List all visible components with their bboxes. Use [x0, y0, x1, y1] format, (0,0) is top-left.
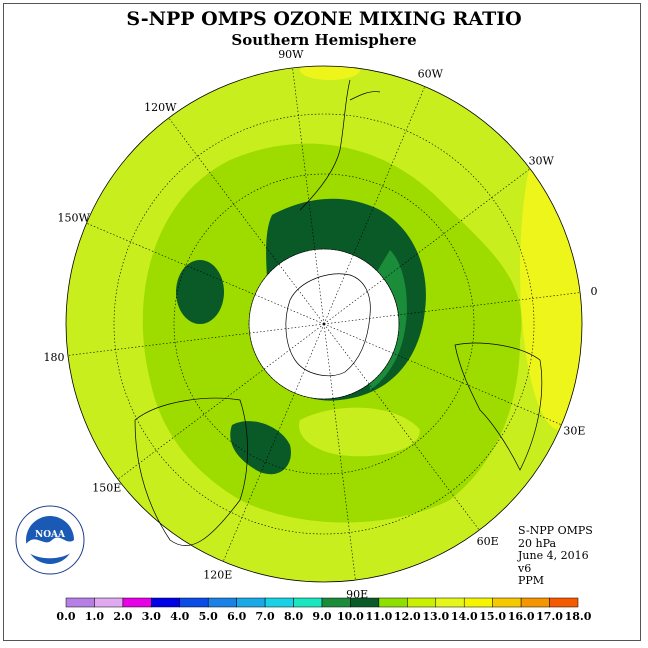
longitude-label: 90E — [346, 588, 368, 601]
colorbar-label: 16.0 — [508, 610, 535, 623]
colorbar-label: 13.0 — [422, 610, 449, 623]
colorbar-swatch — [435, 597, 465, 608]
info-units: PPM — [518, 574, 545, 587]
latitude-circle-2 — [113, 113, 535, 535]
meridian-5 — [323, 323, 480, 531]
meridian-7 — [222, 323, 325, 562]
info-instrument: S-NPP OMPS — [518, 524, 593, 537]
colorbar-label: 10.0 — [337, 610, 364, 623]
noaa-logo-text: NOAA — [35, 530, 66, 540]
colorbar-swatch — [492, 597, 522, 608]
colorbar-swatch — [293, 597, 323, 608]
colorbar-label: 15.0 — [479, 610, 506, 623]
colorbar-label: 3.0 — [142, 610, 161, 623]
meridian-4 — [323, 323, 562, 426]
colorbar-swatch — [321, 597, 351, 608]
meridian-8 — [117, 323, 325, 480]
colorbar-label: 8.0 — [284, 610, 303, 623]
field-12-13-north — [300, 66, 360, 80]
colorbar-label: 4.0 — [170, 610, 189, 623]
longitude-label: 60W — [418, 68, 444, 81]
longitude-label: 30E — [563, 424, 585, 437]
colorbar-swatch — [463, 597, 493, 608]
colorbar-swatch — [520, 597, 550, 608]
info-version: v6 — [518, 561, 532, 575]
map-boundary — [65, 65, 583, 583]
colorbar-swatch — [207, 597, 237, 608]
colorbar-label: 11.0 — [365, 610, 392, 623]
meridian-11 — [168, 117, 325, 325]
info-level: 20 hPa — [518, 536, 557, 550]
colorbar-label: 9.0 — [312, 610, 331, 623]
meridian-10 — [86, 222, 325, 325]
latitude-circle-0 — [248, 248, 400, 400]
colorbar-label: 6.0 — [227, 610, 246, 623]
info-date: June 4, 2016 — [518, 549, 589, 562]
graticule — [67, 67, 581, 581]
colorbar-swatch — [236, 597, 266, 608]
colorbar-swatch — [65, 597, 95, 608]
colorbar-swatch — [549, 597, 579, 608]
longitude-label: 90W — [278, 48, 304, 61]
colorbar-label: 17.0 — [536, 610, 563, 623]
meridian-9 — [67, 323, 325, 356]
field-9-10-south — [230, 421, 291, 475]
colorbar-label: 14.0 — [451, 610, 478, 623]
longitude-labels: 90W 60W 30W 0 30E 60E 90E 120E 150E 180 150W 120W — [44, 48, 598, 601]
colorbar-swatch — [151, 597, 181, 608]
colorbar-swatch — [264, 597, 294, 608]
longitude-label: 30W — [529, 154, 555, 167]
meridian-0 — [292, 67, 325, 325]
colorbar-swatch — [179, 597, 209, 608]
antarctica-coast — [285, 273, 371, 377]
colorbar-swatch — [407, 597, 437, 608]
map-title: S-NPP OMPS OZONE MIXING RATIO — [126, 8, 522, 30]
coastline-south-america — [299, 79, 381, 211]
longitude-label: 120E — [203, 568, 232, 581]
longitude-label: 120W — [144, 101, 177, 114]
colorbar-swatch — [94, 597, 124, 608]
meridian-6 — [323, 323, 356, 581]
meridian-3 — [323, 292, 581, 325]
longitude-label: 150E — [92, 482, 121, 495]
colorbar-swatch — [122, 597, 152, 608]
colorbar-swatch — [378, 597, 408, 608]
field-11-12-inner — [299, 407, 420, 457]
longitude-label: 180 — [44, 351, 65, 364]
longitude-label: 0 — [590, 285, 597, 298]
coastline-australia — [134, 397, 248, 546]
colorbar-label: 5.0 — [199, 610, 218, 623]
info-block: S-NPP OMPS 20 hPa June 4, 2016 v6 PPM — [518, 524, 593, 588]
colorbar-swatch — [350, 597, 380, 608]
colorbar-label: 7.0 — [256, 610, 275, 623]
colorbar-label: 18.0 — [565, 610, 592, 623]
field-9-10-west — [176, 260, 224, 324]
meridian-1 — [323, 86, 426, 325]
meridian-2 — [323, 168, 531, 325]
longitude-label: 60E — [477, 535, 499, 548]
noaa-logo: NOAA — [15, 505, 85, 575]
coastline-africa — [454, 342, 543, 471]
latitude-circle-1 — [173, 173, 475, 475]
colorbar: 0.0 1.0 2.0 3.0 4.0 5.0 6.0 7.0 8.0 9.0 10.0 11.0 12… — [56, 597, 592, 623]
colorbar-label: 1.0 — [85, 610, 104, 623]
longitude-label: 150W — [57, 212, 90, 225]
colorbar-label: 12.0 — [394, 610, 421, 623]
colorbar-label: 2.0 — [113, 610, 132, 623]
map-subtitle: Southern Hemisphere — [231, 31, 417, 49]
colorbar-label: 0.0 — [56, 610, 75, 623]
